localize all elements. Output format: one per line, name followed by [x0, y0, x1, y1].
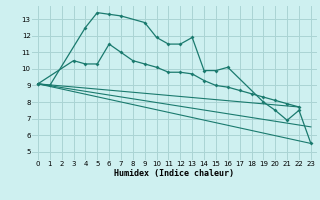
- X-axis label: Humidex (Indice chaleur): Humidex (Indice chaleur): [115, 169, 234, 178]
